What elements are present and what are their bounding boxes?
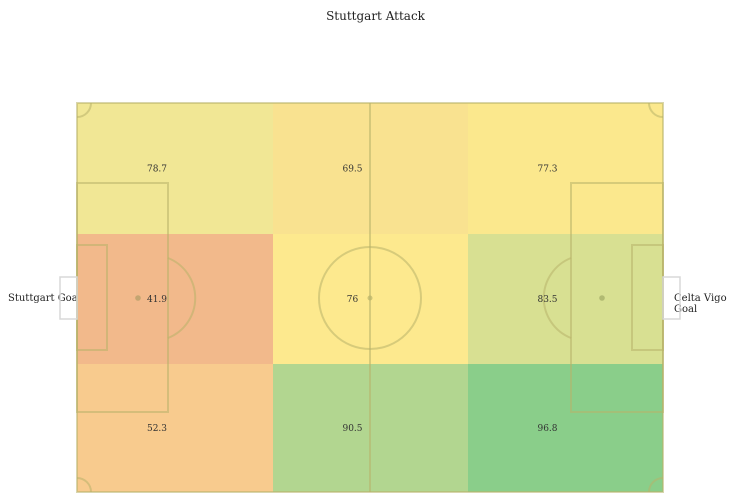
away-goal-label: Celta Vigo Goal [674, 293, 727, 315]
zone-value-r1-c2: 83.5 [537, 295, 557, 305]
zone-cell-r1-c0 [77, 234, 273, 364]
zone-value-r2-c0: 52.3 [147, 424, 167, 434]
center-circle [318, 246, 422, 350]
right-goal [662, 276, 681, 320]
zone-cell-r0-c0 [77, 103, 273, 234]
zone-value-r2-c1: 90.5 [342, 424, 362, 434]
left-penalty-arc [167, 257, 197, 339]
chart-title: Stuttgart Attack [326, 9, 425, 23]
pitch-markings [59, 102, 681, 493]
zone-value-r0-c2: 77.3 [537, 165, 557, 175]
right-penalty-arc [542, 257, 572, 339]
zone-value-r1-c0: 41.9 [147, 295, 167, 305]
corner-arc-top-right [648, 102, 664, 118]
zone-value-r1-c1: 76 [347, 295, 359, 305]
corner-arc-top-left [76, 102, 92, 118]
zone-value-r0-c0: 78.7 [147, 165, 167, 175]
zone-cell-r1-c2 [468, 234, 663, 364]
center-spot [367, 295, 373, 301]
left-goal [59, 276, 78, 320]
zone-cell-r2-c2 [468, 364, 663, 492]
zone-cell-r2-c0 [77, 364, 273, 492]
home-goal-label: Stuttgart Goal [8, 293, 81, 304]
corner-arc-bottom-right [648, 477, 664, 493]
left-penalty-spot [135, 295, 141, 301]
zone-layer [77, 103, 663, 492]
zone-label-layer: 78.7 69.5 77.3 41.9 76 83.5 52.3 90.5 96.8 [147, 165, 558, 435]
corner-arc-bottom-left [76, 477, 92, 493]
zone-value-r0-c1: 69.5 [342, 165, 362, 175]
right-penalty-spot [599, 295, 605, 301]
zone-value-r2-c2: 96.8 [537, 424, 557, 434]
zone-cell-r0-c2 [468, 103, 663, 234]
